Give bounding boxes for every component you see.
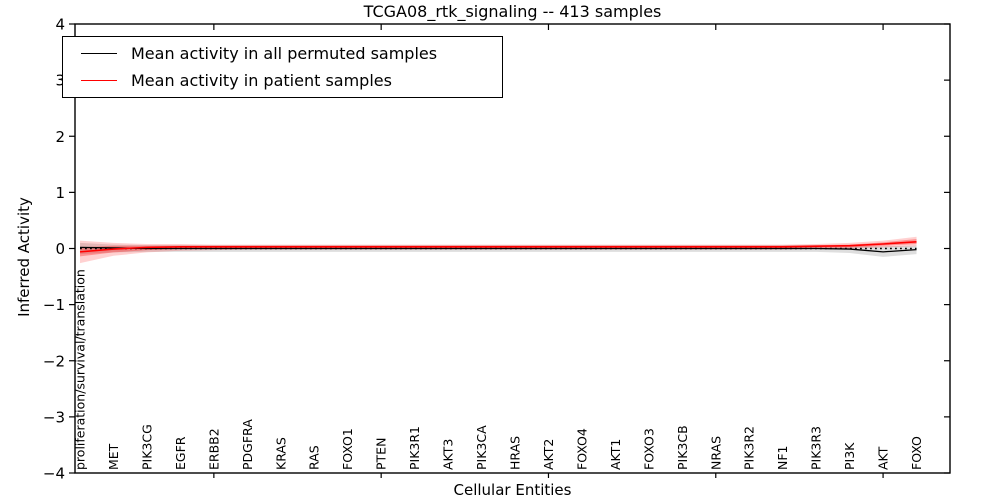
legend-entry-permuted: Mean activity in all permuted samples [73, 44, 492, 63]
category-label-akt: AKT [876, 446, 891, 470]
x-axis-label: Cellular Entities [453, 481, 572, 499]
category-label-pik3ca: PIK3CA [474, 425, 489, 470]
category-label-erbb2: ERBB2 [206, 428, 221, 470]
category-label-foxo3: FOXO3 [641, 428, 656, 470]
category-label-pten: PTEN [374, 438, 389, 470]
y-tick-label: 4 [55, 16, 65, 34]
category-label-pik3r1: PIK3R1 [407, 426, 422, 470]
category-label-pik3r3: PIK3R3 [809, 426, 824, 470]
legend-label-patient: Mean activity in patient samples [131, 71, 392, 90]
legend-label-permuted: Mean activity in all permuted samples [131, 44, 438, 63]
category-label-hras: HRAS [508, 436, 523, 470]
y-tick-label: −4 [43, 465, 65, 483]
category-label-foxo4: FOXO4 [574, 428, 589, 470]
category-label-foxo1: FOXO1 [340, 428, 355, 470]
category-label-kras: KRAS [273, 437, 288, 470]
y-tick-label: −2 [43, 352, 65, 370]
category-label-pik3r2: PIK3R2 [742, 426, 757, 470]
category-label-akt2: AKT2 [541, 439, 556, 470]
category-label-pik3cg: PIK3CG [139, 424, 154, 470]
category-label-egfr: EGFR [173, 436, 188, 470]
category-label-ras: RAS [307, 445, 322, 470]
patient-std-band-inner [80, 238, 917, 257]
legend-line-black-icon [81, 53, 117, 54]
y-tick-label: 2 [55, 128, 65, 146]
category-label-nf1: NF1 [775, 446, 790, 471]
y-tick-label: 1 [55, 184, 65, 202]
y-tick-label: −3 [43, 408, 65, 426]
category-label-pi3k: PI3K [842, 442, 857, 470]
legend-line-red-icon [81, 80, 117, 81]
legend-box: Mean activity in all permuted samples Me… [62, 36, 503, 98]
category-label-akt1: AKT1 [608, 439, 623, 470]
y-tick-label: 0 [55, 240, 65, 258]
chart-title: TCGA08_rtk_signaling -- 413 samples [363, 2, 662, 21]
line-permuted-mean [80, 246, 917, 253]
category-label-proliferation-survival-translation: proliferation/survival/translation [73, 269, 88, 470]
legend-entry-patient: Mean activity in patient samples [73, 71, 492, 90]
y-tick-label: −1 [43, 296, 65, 314]
y-tick-label: 3 [55, 72, 65, 90]
category-label-nras: NRAS [708, 436, 723, 470]
category-label-akt3: AKT3 [441, 439, 456, 470]
category-label-met: MET [106, 443, 121, 470]
line-patient-mean [79, 240, 917, 253]
category-label-pdgfra: PDGFRA [240, 419, 255, 470]
category-label-pik3cb: PIK3CB [675, 425, 690, 470]
category-label-foxo: FOXO [909, 436, 924, 470]
